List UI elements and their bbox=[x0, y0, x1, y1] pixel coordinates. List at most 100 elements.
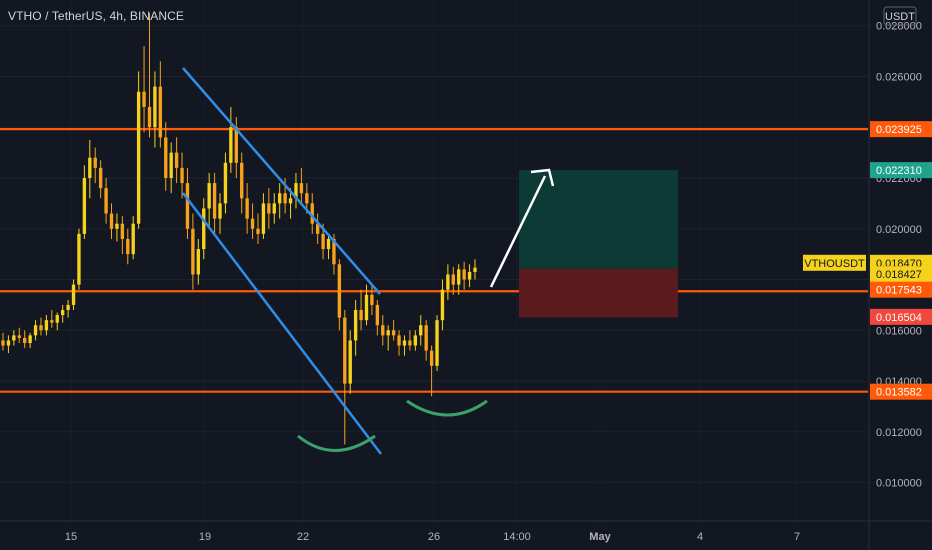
currency-box[interactable]: USDT bbox=[883, 6, 917, 26]
price-axis[interactable]: 0.0100000.0120000.0140000.0160000.018000… bbox=[803, 0, 932, 550]
candle-body bbox=[218, 203, 222, 219]
price-tag-level bbox=[870, 281, 932, 298]
candle-body bbox=[419, 325, 423, 336]
candle bbox=[294, 172, 298, 209]
candle bbox=[180, 152, 184, 199]
candle bbox=[315, 213, 320, 244]
candle bbox=[299, 167, 304, 204]
candle-body bbox=[435, 320, 439, 366]
x-tick-label: 7 bbox=[794, 531, 800, 543]
time-axis[interactable]: 15 19 22 26 14:00 May 4 7 bbox=[0, 520, 932, 543]
candle bbox=[71, 279, 76, 310]
candle bbox=[424, 320, 428, 361]
candle-body bbox=[413, 335, 418, 346]
candle-body bbox=[440, 289, 445, 321]
target-zone[interactable] bbox=[519, 170, 678, 269]
bottom-arc-right[interactable] bbox=[406, 399, 488, 417]
candle-body bbox=[359, 310, 363, 321]
channel-lower-line[interactable] bbox=[182, 192, 382, 455]
chart-title: VTHO / TetherUS, 4h, BINANCE bbox=[8, 9, 184, 23]
candle bbox=[136, 71, 141, 229]
candle-body bbox=[164, 137, 168, 178]
candle bbox=[98, 160, 103, 199]
candle-body bbox=[23, 337, 27, 343]
candle bbox=[473, 259, 477, 280]
candle bbox=[17, 327, 21, 343]
candle bbox=[381, 315, 385, 346]
y-tick-label: 0.010000 bbox=[876, 478, 922, 490]
currency-box-frame bbox=[883, 6, 917, 26]
candle bbox=[207, 172, 211, 229]
arrow-head[interactable] bbox=[530, 168, 555, 187]
candle bbox=[343, 310, 347, 445]
candle-body bbox=[60, 310, 65, 316]
candle-body bbox=[66, 304, 70, 310]
candle-body bbox=[473, 267, 477, 272]
x-tick-label: 19 bbox=[199, 531, 211, 543]
candle-body bbox=[180, 167, 184, 184]
level-price-text: 0.013582 bbox=[876, 387, 922, 399]
candle-body bbox=[109, 213, 114, 229]
arrow-shaft[interactable] bbox=[489, 175, 547, 288]
candle-body bbox=[126, 238, 130, 255]
price-tag-entry bbox=[870, 266, 932, 283]
candle bbox=[402, 335, 407, 356]
candle-body bbox=[250, 218, 255, 229]
candle bbox=[104, 178, 108, 224]
candle-body bbox=[261, 203, 266, 234]
candle-body bbox=[315, 223, 320, 234]
candle-body bbox=[283, 193, 287, 204]
candle bbox=[261, 193, 266, 239]
candle bbox=[12, 330, 16, 346]
candle-body bbox=[147, 106, 152, 128]
candle-body bbox=[202, 208, 206, 250]
candle bbox=[446, 264, 450, 300]
candle-body bbox=[136, 91, 141, 224]
candle bbox=[202, 198, 206, 260]
price-tag-text-level: 0.017543 bbox=[876, 285, 922, 297]
candle-body bbox=[348, 340, 352, 384]
candle-body bbox=[408, 340, 412, 346]
candle-body bbox=[256, 228, 260, 234]
x-tick-label: 26 bbox=[428, 531, 440, 543]
level-price-text: 0.023925 bbox=[876, 124, 922, 136]
channel-upper-line[interactable] bbox=[182, 67, 381, 295]
level-price-tag bbox=[870, 121, 932, 138]
candle-body bbox=[326, 238, 331, 250]
x-tick-label: 4 bbox=[697, 531, 703, 543]
candle-body bbox=[451, 274, 455, 285]
candle-body bbox=[310, 203, 314, 224]
candle bbox=[88, 139, 92, 199]
candle-body bbox=[278, 193, 282, 204]
candle bbox=[435, 315, 439, 371]
candle bbox=[408, 330, 412, 351]
candle bbox=[240, 152, 244, 214]
candle bbox=[50, 310, 54, 328]
candle bbox=[375, 299, 380, 336]
candle bbox=[267, 188, 271, 229]
candle-body bbox=[353, 310, 358, 341]
candle bbox=[174, 137, 179, 184]
candle bbox=[196, 238, 200, 285]
candle bbox=[229, 106, 233, 173]
candle-body bbox=[142, 91, 146, 107]
candle-body bbox=[212, 183, 217, 219]
candle bbox=[185, 167, 190, 239]
y-tick-label: 0.016000 bbox=[876, 325, 922, 337]
candle-body bbox=[370, 294, 374, 305]
currency-label: USDT bbox=[885, 11, 915, 23]
candle-body bbox=[446, 274, 450, 290]
candle-body bbox=[457, 269, 461, 285]
candle-body bbox=[115, 223, 119, 229]
candle bbox=[191, 213, 195, 290]
candle bbox=[164, 122, 168, 191]
stop-zone[interactable] bbox=[519, 268, 678, 318]
candle bbox=[272, 193, 276, 224]
price-tag-text-entry: 0.018427 bbox=[876, 269, 922, 281]
candle-body bbox=[386, 330, 390, 336]
bottom-arc-left[interactable] bbox=[297, 434, 376, 452]
candle bbox=[33, 320, 38, 341]
candle-body bbox=[12, 335, 16, 341]
